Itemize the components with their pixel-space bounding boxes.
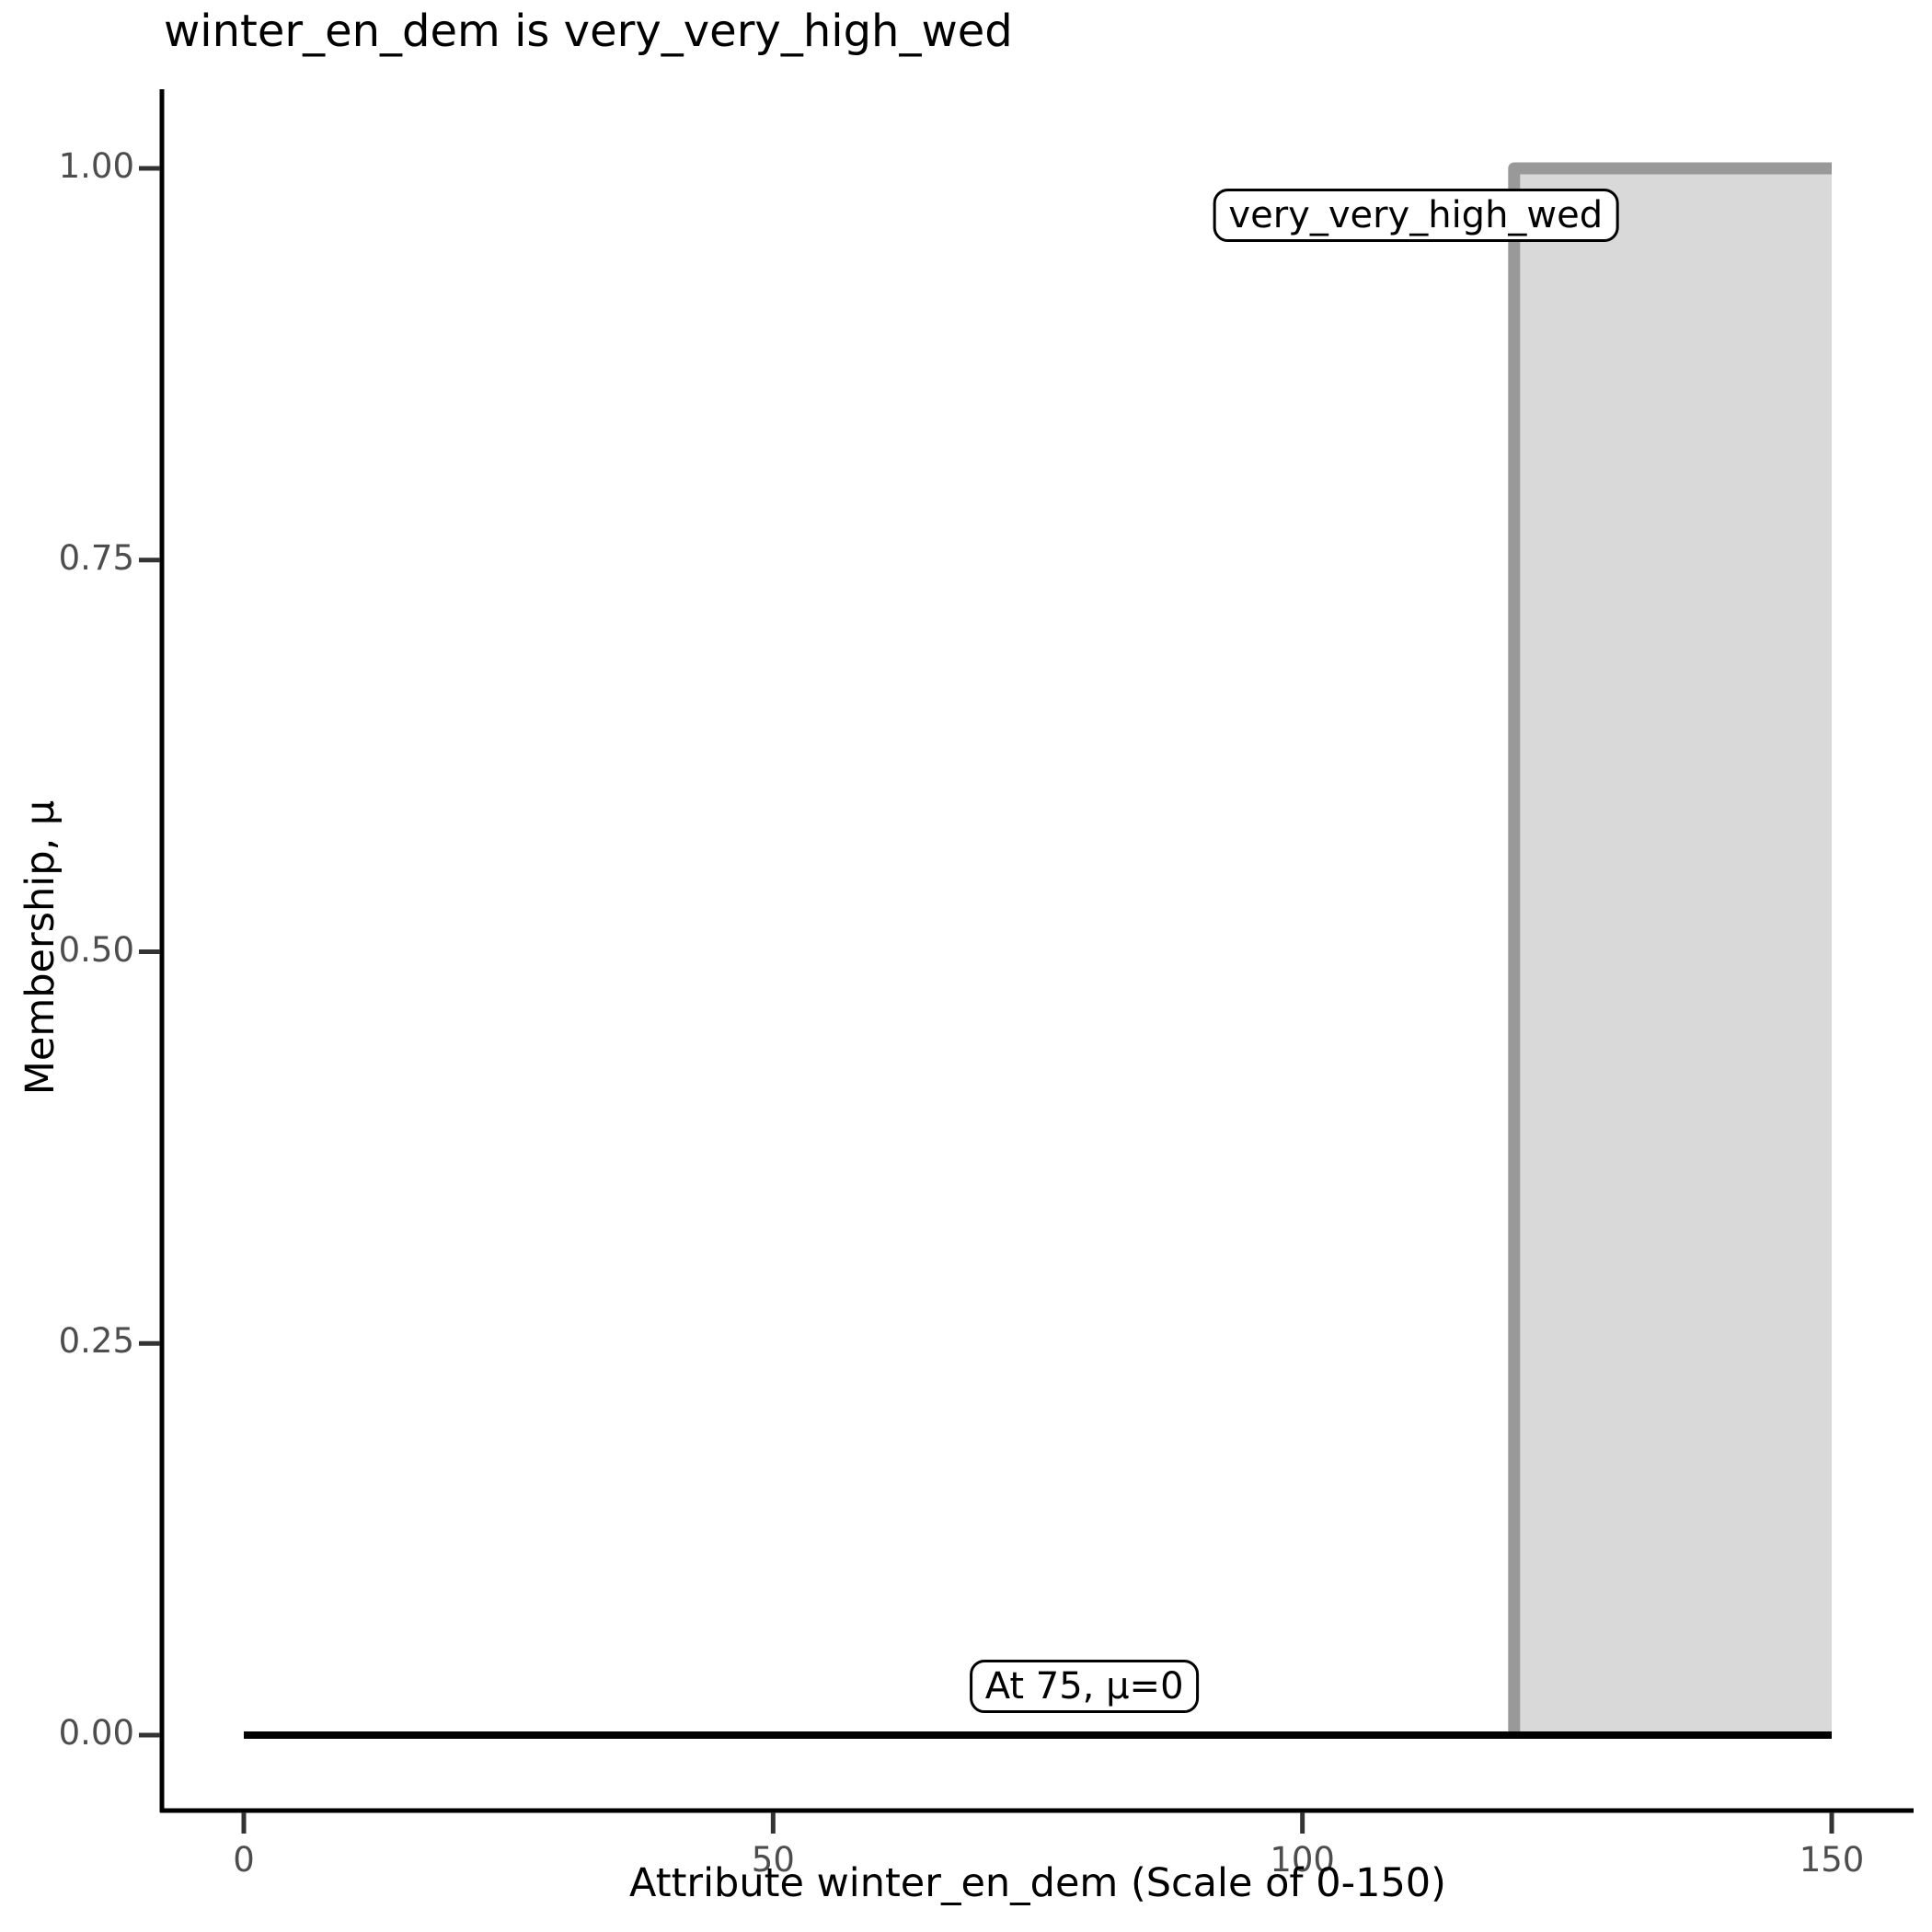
y-tick-label: 0.00 bbox=[58, 1713, 134, 1753]
x-tick-label: 0 bbox=[233, 1840, 255, 1880]
x-tick-label: 150 bbox=[1799, 1840, 1865, 1880]
annotation-label-1: very_very_high_wed bbox=[1213, 189, 1619, 243]
y-axis-title: Membership, μ bbox=[17, 799, 63, 1096]
chart-title: winter_en_dem is very_very_high_wed bbox=[164, 6, 1013, 57]
x-tick-label: 50 bbox=[751, 1840, 795, 1880]
y-tick-label: 0.75 bbox=[58, 537, 134, 578]
y-tick-label: 0.50 bbox=[58, 929, 134, 970]
y-tick-label: 1.00 bbox=[58, 146, 134, 186]
very_very_high_wed-region bbox=[1513, 168, 1832, 1735]
very_very_high_wed-line bbox=[1508, 162, 1832, 1735]
x-axis-title: Attribute winter_en_dem (Scale of 0-150) bbox=[629, 1860, 1446, 1906]
y-tick-label: 0.25 bbox=[58, 1321, 134, 1362]
annotation-label-2: At 75, μ=0 bbox=[969, 1660, 1200, 1714]
x-tick-label: 100 bbox=[1270, 1840, 1335, 1880]
